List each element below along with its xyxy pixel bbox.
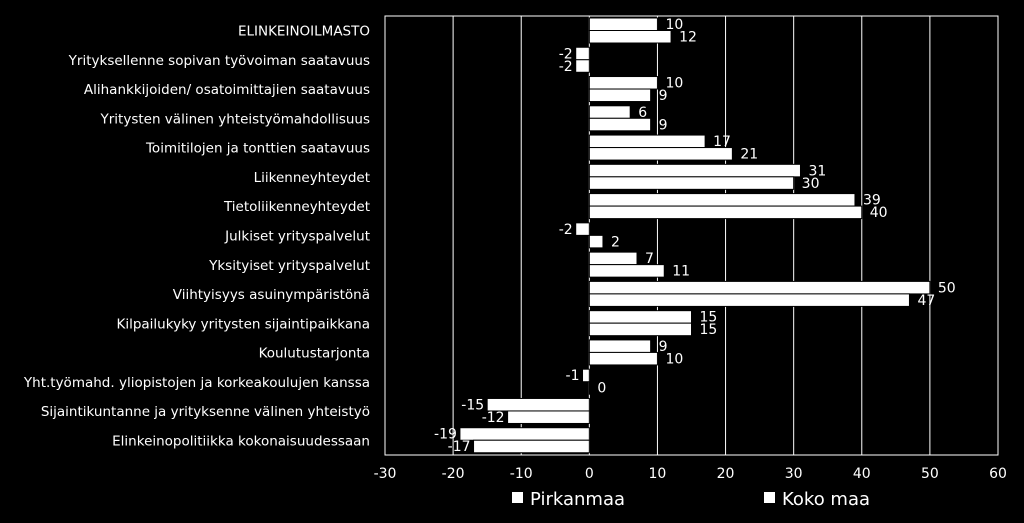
data-labels-layer: 1012-2-210969172131303940-22711504715159… [434,17,956,455]
data-label: 17 [713,134,731,150]
category-label: Yksityiset yrityspalvelut [208,258,370,274]
data-label: 47 [917,293,935,309]
category-label: Sijaintikuntanne ja yrityksenne välinen … [41,404,370,420]
bar-koko-maa [588,88,652,103]
bar-koko-maa [588,147,733,161]
x-tick-labels-layer: -30 -20 -10 0 10 20 30 40 50 60 [374,466,1007,482]
legend: Pirkanmaa Koko maa [512,489,870,510]
bar-koko-maa [588,176,795,190]
data-label: -17 [448,439,471,455]
category-label: Yht.työmahd. yliopistojen ja korkeakoulu… [23,375,370,391]
category-label: Kilpailukyky yritysten sijaintipaikkana [116,316,370,332]
category-label: Tietoliikenneyhteydet [223,199,370,215]
plot-area-frame [384,15,999,456]
data-label: 10 [665,351,683,367]
bar-koko-maa [588,205,863,220]
bar-pirkanmaa [588,134,706,149]
data-label: 0 [597,381,606,397]
data-label: -1 [566,368,580,384]
category-label: Yrityksellenne sopivan työvoiman saatavu… [68,53,370,69]
bar-pirkanmaa [588,163,801,178]
data-label: 15 [700,322,718,338]
bar-pirkanmaa [575,46,590,61]
data-label: -2 [559,222,573,238]
category-label: Elinkeinopolitiikka kokonaisuudessaan [112,433,370,449]
data-label: 9 [659,339,668,355]
data-label: 2 [611,234,620,250]
bar-pirkanmaa [588,310,692,324]
bar-pirkanmaa [588,280,931,295]
x-tick-label: -30 [374,466,397,482]
bar-pirkanmaa [582,368,590,383]
bar-koko-maa [588,322,692,337]
bar-koko-maa [507,410,590,424]
bar-koko-maa [588,117,652,132]
data-label: -2 [559,46,573,62]
x-tick-label: 0 [585,466,594,482]
legend-swatch-series-2 [764,492,775,503]
data-label: 6 [638,105,647,121]
bar-koko-maa [473,439,590,454]
bar-koko-maa [588,351,658,366]
bar-koko-maa [588,264,665,278]
data-label: 10 [665,17,683,33]
bar-pirkanmaa [588,251,638,266]
data-label: 11 [672,264,690,280]
data-label: 12 [679,30,697,46]
legend-label-series-1: Pirkanmaa [530,489,625,510]
category-label: ELINKEINOILMASTO [238,24,370,40]
bar-koko-maa [588,293,910,307]
x-tick-label: -20 [442,466,465,482]
category-label: Alihankkijoiden/ osatoimittajien saatavu… [84,82,370,98]
bar-koko-maa [575,59,590,73]
bar-koko-maa [588,30,672,44]
category-label: Yritysten välinen yhteistyömahdollisuus [100,111,371,127]
data-label: 39 [863,193,881,209]
bar-pirkanmaa [575,222,590,236]
bar-pirkanmaa [588,193,856,207]
bar-pirkanmaa [588,339,652,353]
category-label: Liikenneyhteydet [254,170,370,186]
data-label: 21 [740,147,758,163]
bar-pirkanmaa [588,105,631,119]
x-tick-label: 50 [921,466,939,482]
data-label: 9 [659,88,668,104]
x-tick-label: 60 [989,466,1007,482]
x-tick-label: 40 [853,466,871,482]
bar-koko-maa [588,381,591,395]
x-tick-label: -10 [510,466,533,482]
category-label: Julkiset yrityspalvelut [224,229,370,245]
legend-label-series-2: Koko maa [782,489,870,510]
data-label: -12 [482,410,505,426]
data-label: 9 [659,117,668,133]
data-label: 40 [870,205,888,221]
bars-layer [459,17,931,454]
x-tick-label: 20 [717,466,735,482]
bar-pirkanmaa [588,17,658,31]
data-label: 7 [645,251,654,267]
data-label: -19 [434,427,457,443]
data-label: -2 [559,59,573,75]
category-labels-layer: ELINKEINOILMASTO Yrityksellenne sopivan t… [23,24,370,450]
data-label: 50 [938,280,956,296]
bar-pirkanmaa [459,427,590,441]
grid-layer [452,16,931,455]
data-label: 30 [802,176,820,192]
data-label: 10 [665,76,683,92]
category-label: Koulutustarjonta [259,346,370,362]
x-tick-label: 30 [785,466,803,482]
x-tick-label: 10 [649,466,667,482]
legend-swatch-series-1 [512,492,523,503]
category-label: Toimitilojen ja tonttien saatavuus [145,141,370,157]
data-label: 15 [700,310,718,326]
bar-koko-maa [588,234,604,249]
category-label: Viihtyisyys asuinympäristönä [173,287,370,303]
data-label: 31 [808,163,826,179]
bar-pirkanmaa [588,76,658,90]
data-label: -15 [461,397,484,413]
